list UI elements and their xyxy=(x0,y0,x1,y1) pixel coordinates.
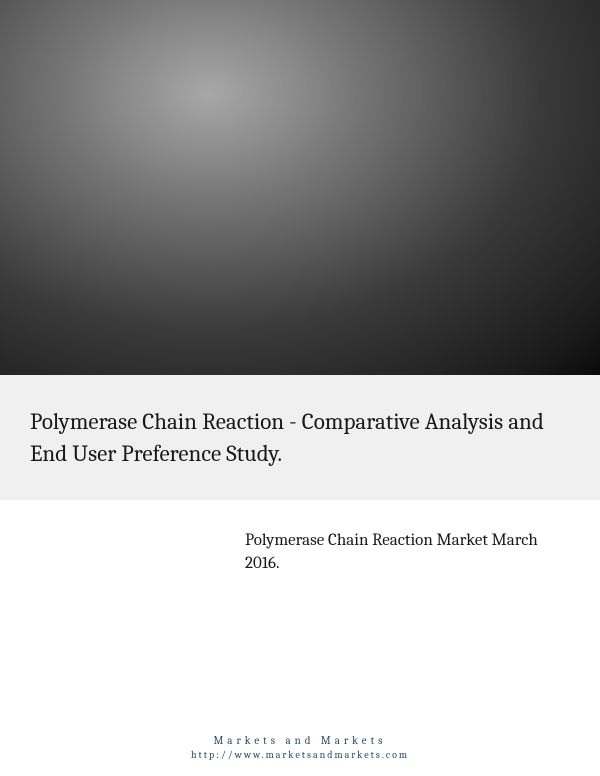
footer: Markets and Markets http://www.marketsan… xyxy=(0,734,600,761)
document-subtitle: Polymerase Chain Reaction Market March 2… xyxy=(245,530,565,576)
document-title: Polymerase Chain Reaction - Comparative … xyxy=(30,406,570,468)
footer-company-name: Markets and Markets xyxy=(0,734,600,747)
cover-gradient-background xyxy=(0,0,600,375)
footer-url: http://www.marketsandmarkets.com xyxy=(0,749,600,761)
subtitle-area: Polymerase Chain Reaction Market March 2… xyxy=(245,530,565,576)
title-band: Polymerase Chain Reaction - Comparative … xyxy=(0,375,600,500)
